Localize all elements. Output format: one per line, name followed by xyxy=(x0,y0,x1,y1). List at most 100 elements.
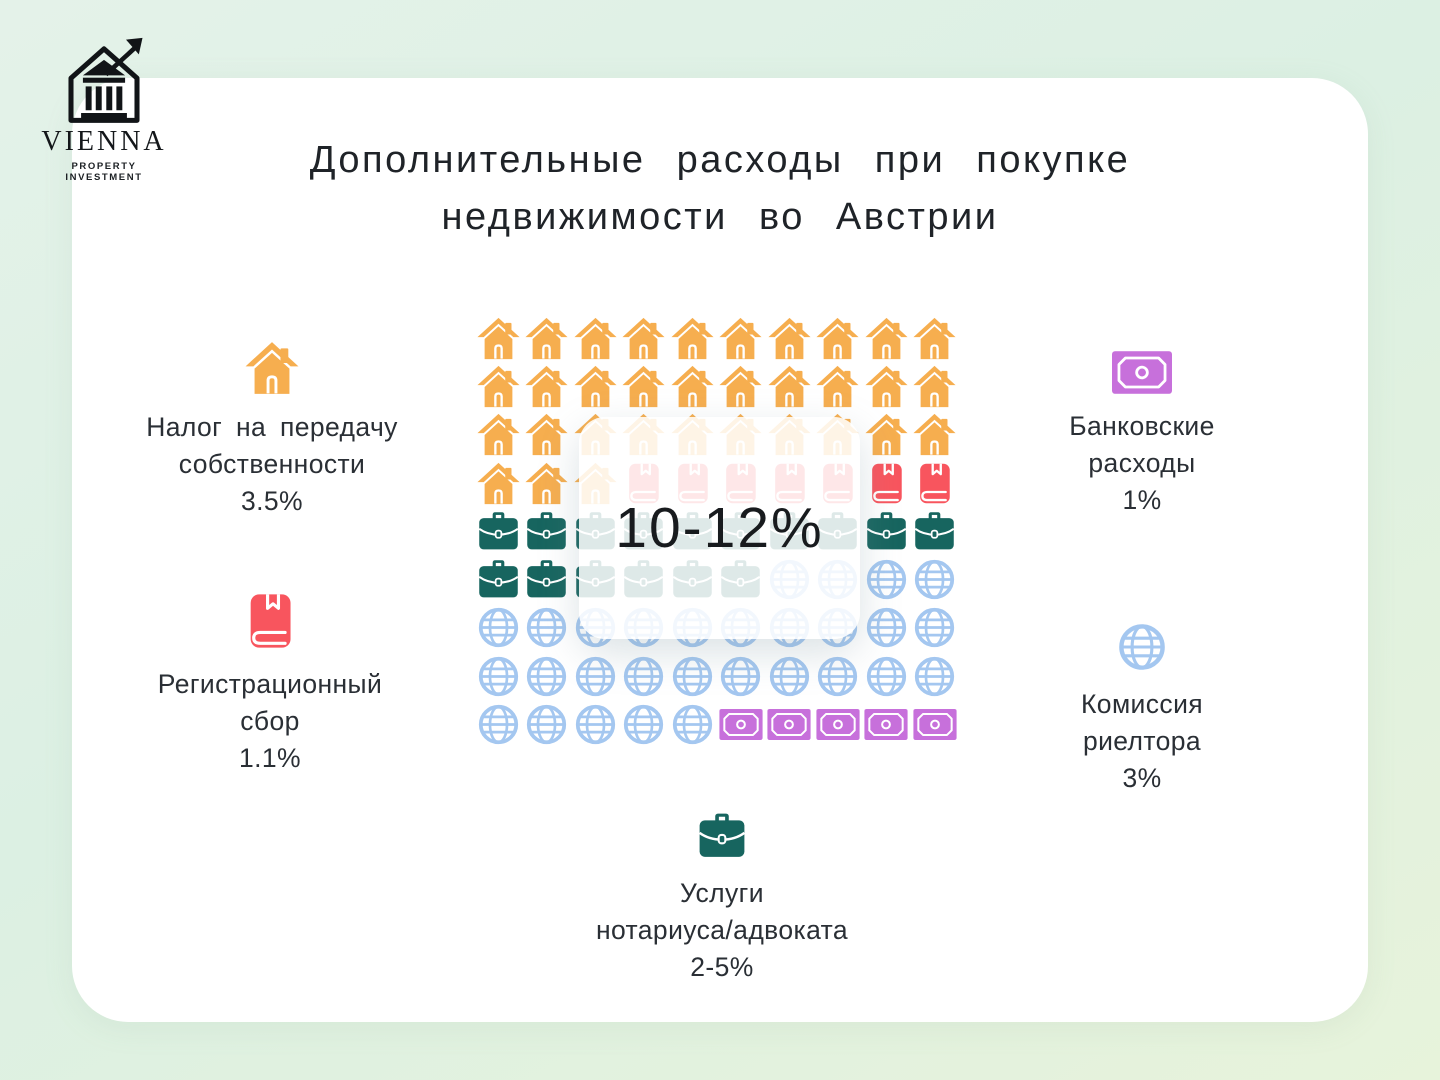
brand-name: VIENNA xyxy=(41,126,167,157)
pictogram-cell xyxy=(474,362,523,410)
house-icon xyxy=(477,365,520,408)
pictogram-cell xyxy=(523,652,572,700)
brand-tagline: PROPERTY INVESTMENT xyxy=(65,161,143,183)
legend-item-realtor-commission: Комиссия риелтора 3% xyxy=(972,622,1312,797)
globe-icon xyxy=(865,606,908,649)
pictogram-cell xyxy=(717,362,766,410)
house-icon xyxy=(574,317,617,360)
house-icon xyxy=(816,365,859,408)
briefcase-icon xyxy=(913,510,956,553)
pictogram-cell xyxy=(474,700,523,748)
pictogram-cell xyxy=(474,459,523,507)
pictogram-cell xyxy=(668,314,717,362)
banknote-icon xyxy=(767,709,811,740)
pictogram-cell xyxy=(523,362,572,410)
pictogram-cell xyxy=(911,555,960,603)
globe-icon xyxy=(865,655,908,698)
pictogram-cell xyxy=(862,700,911,748)
legend-value: 3.5% xyxy=(240,486,303,516)
globe-icon xyxy=(671,655,714,698)
pictogram-cell xyxy=(668,362,717,410)
legend-value: 3% xyxy=(1122,763,1162,793)
book-icon xyxy=(913,462,956,505)
legend-label: Налог на передачу xyxy=(146,412,398,442)
legend-label: сбор xyxy=(240,706,300,736)
pictogram-cell xyxy=(911,459,960,507)
house-icon xyxy=(865,365,908,408)
house-icon xyxy=(622,317,665,360)
pictogram-cell xyxy=(911,314,960,362)
house-icon xyxy=(525,462,568,505)
legend-label: собственности xyxy=(178,449,366,479)
pictogram-cell xyxy=(523,411,572,459)
pictogram-cell xyxy=(668,700,717,748)
house-icon xyxy=(671,365,714,408)
book-icon xyxy=(865,462,908,505)
briefcase-icon xyxy=(525,510,568,553)
house-icon xyxy=(768,365,811,408)
pictogram-cell xyxy=(474,652,523,700)
pictogram-cell xyxy=(765,700,814,748)
pictogram-cell xyxy=(571,700,620,748)
house-icon xyxy=(865,413,908,456)
house-icon xyxy=(913,413,956,456)
pictogram-cell xyxy=(862,459,911,507)
legend-value: 1.1% xyxy=(238,743,301,773)
banknote-icon xyxy=(1112,351,1172,394)
pictogram-cell xyxy=(862,555,911,603)
legend-label: Банковские xyxy=(1069,411,1215,441)
house-icon xyxy=(913,365,956,408)
globe-icon xyxy=(622,655,665,698)
brand-logo: VIENNA PROPERTY INVESTMENT xyxy=(36,36,172,183)
house-icon xyxy=(671,317,714,360)
pictogram-cell xyxy=(571,652,620,700)
legend-label: Услуги xyxy=(680,878,764,908)
pictogram-cell xyxy=(620,362,669,410)
globe-icon xyxy=(477,606,520,649)
pictogram-cell xyxy=(911,604,960,652)
pictogram-cell xyxy=(862,652,911,700)
pictogram-cell xyxy=(911,411,960,459)
globe-icon xyxy=(816,655,859,698)
house-icon xyxy=(719,317,762,360)
globe-icon xyxy=(477,655,520,698)
bank-building-growth-arrow-icon xyxy=(68,37,143,123)
pictogram-cell xyxy=(571,314,620,362)
globe-icon xyxy=(865,558,908,601)
legend-label: риелтора xyxy=(1082,726,1202,756)
pictogram-cell xyxy=(862,507,911,555)
legend-label: расходы xyxy=(1088,448,1196,478)
globe-icon xyxy=(671,703,714,746)
globe-icon xyxy=(574,703,617,746)
pictogram-cell xyxy=(814,652,863,700)
house-icon xyxy=(913,317,956,360)
legend-item-transfer-tax: Налог на передачу собственности 3.5% xyxy=(102,341,442,520)
legend-item-registration-fee: Регистрационный сбор 1.1% xyxy=(100,590,440,777)
globe-icon xyxy=(477,703,520,746)
house-icon xyxy=(477,462,520,505)
pictogram-cell xyxy=(571,362,620,410)
house-icon xyxy=(816,317,859,360)
briefcase-icon xyxy=(865,510,908,553)
house-icon xyxy=(622,365,665,408)
page-title-line1: Дополнительные расходы при покупке xyxy=(309,139,1131,181)
pictogram-cell xyxy=(717,314,766,362)
legend-label: Комиссия xyxy=(1080,689,1204,719)
pictogram-cell xyxy=(911,362,960,410)
pictogram-cell xyxy=(765,362,814,410)
total-percentage: 10-12% xyxy=(615,496,824,560)
page-title-line2: недвижимости во Австрии xyxy=(441,196,999,238)
pictogram-cell xyxy=(911,652,960,700)
page-title: Дополнительные расходы при покупке недви… xyxy=(230,132,1210,246)
house-icon xyxy=(768,317,811,360)
globe-icon xyxy=(913,655,956,698)
pictogram-cell xyxy=(765,652,814,700)
pictogram-cell xyxy=(765,314,814,362)
pictogram-cell xyxy=(862,362,911,410)
house-icon xyxy=(477,413,520,456)
legend-item-bank-costs: Банковские расходы 1% xyxy=(972,351,1312,519)
legend-value: 2-5% xyxy=(690,952,754,982)
pictogram-cell xyxy=(474,604,523,652)
house-icon xyxy=(525,317,568,360)
